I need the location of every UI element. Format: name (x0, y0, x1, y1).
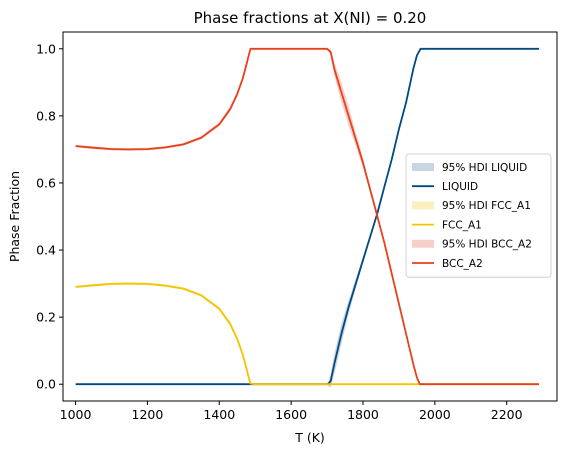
y-tick-label: 0.8 (36, 108, 56, 123)
x-tick-label: 2200 (491, 407, 523, 422)
x-tick-label: 1400 (203, 407, 235, 422)
x-tick-label: 1800 (347, 407, 379, 422)
x-tick-label: 2000 (419, 407, 451, 422)
y-axis-ticks: 0.0 0.2 0.4 0.6 0.8 1.0 (36, 41, 63, 392)
y-axis-label: Phase Fraction (7, 171, 22, 262)
legend: 95% HDI LIQUID LIQUID 95% HDI FCC_A1 FCC_A1… (405, 153, 552, 278)
legend-entry-label: 95% HDI LIQUID (442, 162, 527, 174)
legend-box (405, 153, 552, 278)
x-tick-label: 1000 (60, 407, 92, 422)
series-line-liquid (75, 47, 539, 386)
legend-entry-label: BCC_A2 (442, 258, 483, 270)
legend-entry-label: 95% HDI FCC_A1 (442, 200, 531, 212)
legend-swatch-band (412, 201, 434, 210)
y-tick-label: 0.0 (36, 377, 56, 392)
x-axis-label: T (K) (294, 430, 325, 445)
series-lines (75, 47, 539, 386)
legend-entry-label: 95% HDI BCC_A2 (442, 239, 532, 251)
series-line-bcc-a2 (75, 47, 539, 386)
x-tick-label: 1600 (275, 407, 307, 422)
y-tick-label: 0.6 (36, 175, 56, 190)
y-tick-label: 0.2 (36, 310, 56, 325)
legend-swatch-band (412, 163, 434, 171)
legend-entry-label: FCC_A1 (442, 219, 482, 231)
chart-title: Phase fractions at X(NI) = 0.20 (194, 9, 427, 27)
x-axis-ticks: 1000 1200 1400 1600 1800 2000 2200 (60, 401, 523, 422)
y-tick-label: 1.0 (36, 41, 56, 56)
y-tick-label: 0.4 (36, 243, 56, 258)
legend-entry-label: LIQUID (442, 181, 478, 193)
legend-swatch-band (412, 239, 434, 248)
x-tick-label: 1200 (132, 407, 164, 422)
plot-frame (62, 31, 558, 402)
